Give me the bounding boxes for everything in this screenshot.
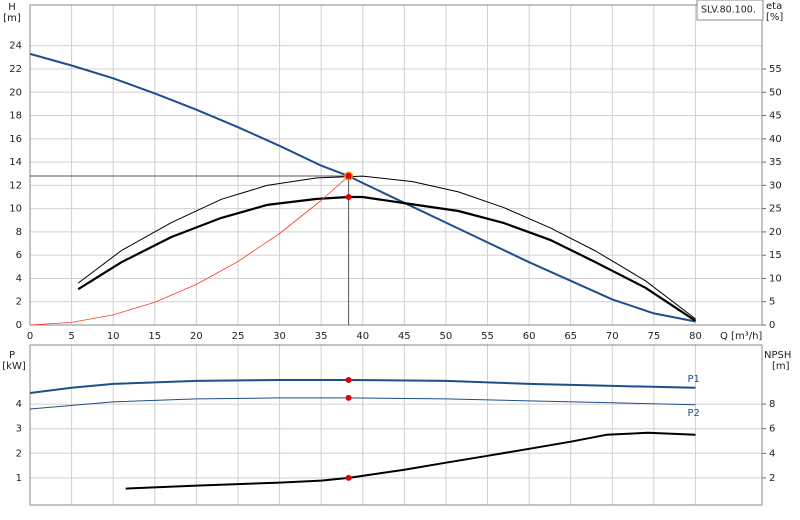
series-label: P1 [687, 374, 699, 385]
y-tick-label: 2 [16, 448, 22, 459]
y2-axis-label: eta [766, 1, 782, 12]
operating-point [345, 376, 352, 383]
x-tick-label: 80 [689, 331, 702, 342]
y-axis-label: P [9, 350, 15, 361]
y2-tick-label: 50 [769, 87, 782, 98]
y-tick-label: 1 [16, 473, 22, 484]
x-tick-label: 40 [356, 331, 369, 342]
y-tick-label: 14 [9, 157, 22, 168]
plot-frame [29, 344, 763, 506]
x-tick-label: 45 [398, 331, 411, 342]
y2-tick-label: 25 [769, 204, 782, 215]
y2-tick-label: 2 [769, 473, 775, 484]
x-tick-label: 35 [315, 331, 328, 342]
x-tick-label: 60 [523, 331, 536, 342]
y-tick-label: 20 [9, 87, 22, 98]
title-box [696, 0, 764, 21]
y2-axis-unit: [%] [766, 12, 783, 23]
y2-tick-label: 15 [769, 250, 782, 261]
curve [125, 431, 696, 490]
y2-tick-label: 40 [769, 134, 782, 145]
x-tick-label: 65 [564, 331, 577, 342]
y2-tick-label: 0 [769, 320, 775, 331]
y2-tick-label: 5 [769, 297, 775, 308]
x-tick-label: 30 [273, 331, 286, 342]
x-tick-label: 15 [148, 331, 161, 342]
y2-tick-label: 4 [769, 448, 775, 459]
series-label: P2 [687, 408, 699, 419]
chart-title: SLV.80.100. [701, 5, 756, 16]
x-tick-label: 55 [481, 331, 494, 342]
plot-frame [29, 4, 763, 326]
y2-tick-label: 45 [769, 111, 782, 122]
y2-tick-label: 30 [769, 180, 782, 191]
y-tick-label: 10 [9, 204, 22, 215]
y2-tick-label: 10 [769, 273, 782, 284]
y-tick-label: 4 [16, 273, 22, 284]
y-tick-label: 8 [16, 227, 22, 238]
y-tick-label: 0 [16, 320, 22, 331]
x-tick-label: 0 [27, 331, 33, 342]
y-tick-label: 12 [9, 180, 22, 191]
x-tick-label: 75 [647, 331, 660, 342]
y-tick-label: 24 [9, 41, 22, 52]
x-tick-label: 20 [190, 331, 203, 342]
y-tick-label: 22 [9, 64, 22, 75]
x-tick-label: 50 [440, 331, 453, 342]
curve [77, 175, 696, 320]
y-tick-label: 4 [16, 399, 22, 410]
y-tick-label: 18 [9, 111, 22, 122]
operating-point [345, 173, 352, 180]
y2-tick-label: 55 [769, 64, 782, 75]
x-tick-label: 5 [68, 331, 74, 342]
operating-point [345, 394, 352, 401]
y-tick-label: 16 [9, 134, 22, 145]
y-axis-unit: [m] [3, 13, 21, 24]
curve [77, 195, 697, 322]
y2-axis-label: NPSH [764, 350, 791, 361]
x-axis-label: Q [m³/h] [720, 331, 762, 342]
y2-tick-label: 20 [769, 227, 782, 238]
x-tick-label: 70 [606, 331, 619, 342]
y2-tick-label: 35 [769, 157, 782, 168]
y-axis-unit: [kW] [2, 361, 26, 372]
y-axis-label: H [8, 2, 16, 13]
y2-tick-label: 8 [769, 399, 775, 410]
y-tick-label: 6 [16, 250, 22, 261]
y2-tick-label: 6 [769, 424, 775, 435]
x-tick-label: 25 [232, 331, 245, 342]
y-tick-label: 3 [16, 424, 22, 435]
curve [29, 52, 696, 323]
curve [29, 175, 349, 326]
operating-point [345, 194, 352, 200]
curve [29, 379, 696, 394]
operating-point [345, 474, 352, 481]
x-tick-label: 10 [107, 331, 120, 342]
y-tick-label: 2 [16, 297, 22, 308]
y2-axis-unit: [m] [772, 361, 790, 372]
